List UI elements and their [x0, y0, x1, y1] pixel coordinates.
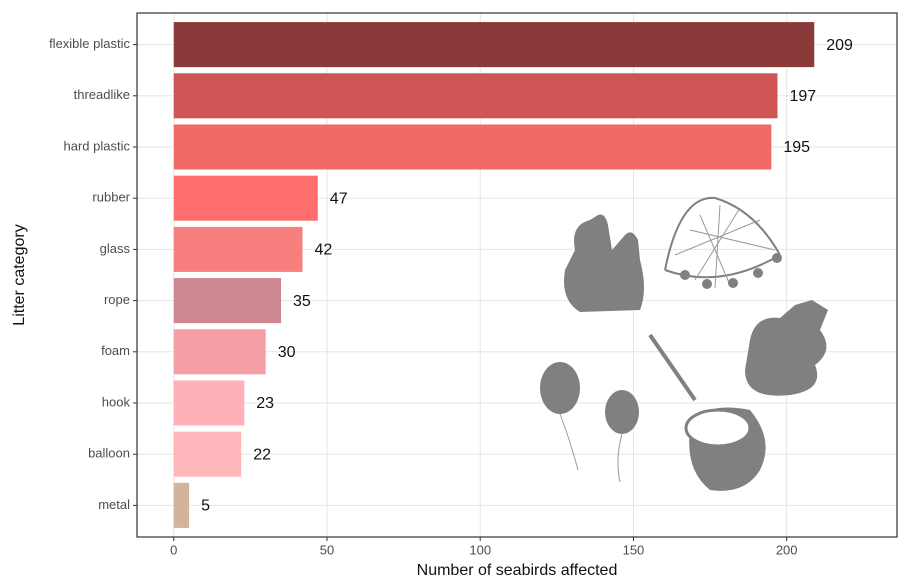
plot-border: [136, 12, 898, 538]
bar: [173, 278, 282, 324]
value-label: 23: [256, 395, 274, 412]
bar: [173, 22, 815, 68]
net-float: [753, 268, 763, 278]
cup-rim: [684, 408, 752, 448]
bar: [173, 329, 266, 375]
bar: [173, 124, 772, 170]
balloon-string: [559, 413, 579, 471]
value-label: 5: [201, 498, 210, 515]
y-tick-label: threadlike: [74, 87, 130, 102]
net-float: [680, 270, 690, 280]
net-float: [702, 279, 712, 289]
x-axis-title: Number of seabirds affected: [417, 562, 618, 579]
y-tick-label: hard plastic: [64, 138, 131, 153]
straw-icon: [648, 333, 697, 402]
net-mesh: [674, 204, 776, 289]
x-tick-label: 50: [320, 542, 334, 557]
y-tick-label: foam: [101, 343, 130, 358]
bar: [173, 380, 245, 426]
y-tick-label: metal: [98, 497, 130, 512]
value-label: 22: [253, 446, 271, 463]
value-label: 197: [789, 88, 816, 105]
bar: [173, 482, 190, 528]
value-label: 35: [293, 293, 311, 310]
value-label: 195: [783, 139, 810, 156]
value-label: 47: [330, 190, 348, 207]
bar: [173, 73, 778, 119]
y-tick-label: rubber: [92, 190, 130, 205]
net-float: [772, 253, 782, 263]
litter-illustrations: [540, 196, 828, 491]
bag-icon: [564, 214, 644, 312]
net-icon: [664, 196, 781, 279]
net-float: [728, 278, 738, 288]
y-tick-label: rope: [104, 292, 130, 307]
x-tick-label: 100: [469, 542, 491, 557]
bar: [173, 431, 242, 477]
bottle-icon: [745, 300, 828, 396]
y-tick-label: balloon: [88, 446, 130, 461]
value-label: 42: [314, 242, 332, 259]
x-tick-label: 0: [170, 542, 177, 557]
y-tick-label: glass: [100, 241, 131, 256]
balloon-icon: [540, 362, 580, 414]
y-tick-label: flexible plastic: [49, 36, 130, 51]
bar: [173, 226, 303, 272]
bar: [173, 175, 318, 221]
y-tick-label: hook: [102, 394, 131, 409]
x-tick-label: 200: [776, 542, 798, 557]
bars: [173, 22, 815, 528]
y-axis-title: Litter category: [11, 224, 28, 325]
value-label: 209: [826, 37, 853, 54]
balloon-string: [617, 433, 623, 483]
value-label: 30: [278, 344, 296, 361]
balloon-icon: [605, 390, 639, 434]
x-tick-label: 150: [623, 542, 645, 557]
